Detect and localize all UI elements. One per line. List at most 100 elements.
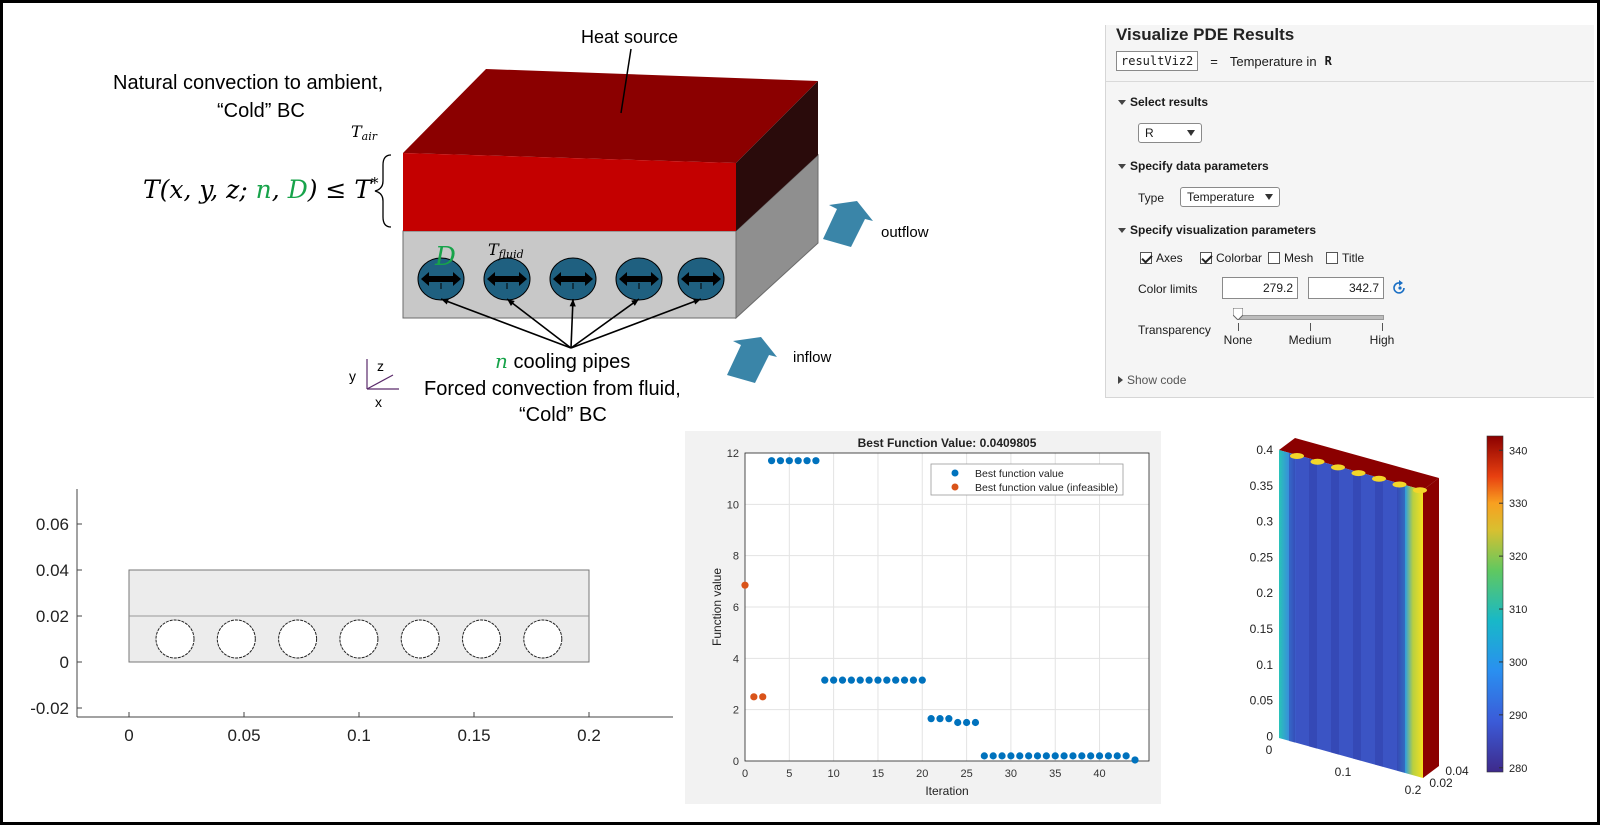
y-tick-label: 0.4 (1256, 443, 1273, 457)
legend-box (930, 463, 1124, 496)
pipe-hotspot (1351, 470, 1366, 477)
y-tick-label: -0.02 (30, 699, 69, 718)
best-function-value-chart: 0 5 10 15 20 25 30 35 40 0 2 4 6 8 10 12 Best Function … (685, 431, 1161, 804)
feasible-point (865, 676, 873, 684)
feasible-point (945, 715, 953, 723)
pipe-hotspots (1290, 453, 1427, 494)
axes-checkbox[interactable]: Axes (1140, 251, 1183, 265)
feasible-point (1016, 752, 1024, 760)
type-dropdown[interactable]: Temperature (1180, 187, 1280, 207)
axis-z-line (366, 374, 394, 390)
feasible-point (1095, 752, 1104, 760)
pipe-hotspot (1331, 464, 1345, 471)
results-dropdown[interactable]: R (1138, 123, 1202, 143)
block-side-face (1423, 478, 1439, 778)
outflow-label: outflow (881, 224, 929, 241)
collapse-icon (1118, 163, 1126, 169)
colorbar-tick-labels: 340 330 320 310 300 290 280 (1499, 445, 1527, 775)
x-tick-label: 40 (1093, 768, 1105, 780)
feasible-point (918, 676, 926, 684)
pointer-arrowhead (507, 299, 515, 306)
heat-sink-diagram: Heat source Natural convection to ambien… (113, 27, 929, 426)
feasible-point (909, 676, 918, 684)
infeasible-point (741, 581, 749, 589)
feasible-point (980, 752, 988, 760)
y-tick-label: 0.02 (36, 607, 69, 626)
color-max-input[interactable]: 342.7 (1308, 277, 1384, 299)
pipe-pointer (570, 298, 640, 349)
color-limits-label: Color limits (1138, 282, 1198, 296)
pipe-cross-section (523, 619, 563, 659)
base-side-face (735, 153, 819, 320)
feasible-point (1104, 752, 1113, 760)
panel-separator (1106, 81, 1594, 82)
feasible-point (1033, 752, 1042, 760)
heat-source-top-face (403, 69, 818, 163)
collapse-icon (1118, 99, 1126, 105)
pipe-pointer (440, 298, 572, 349)
pipe-cross-section (155, 619, 195, 659)
pipe-cross-section (339, 619, 379, 659)
x-tick-label: 35 (1049, 768, 1061, 780)
heat-source-pointer (620, 48, 632, 114)
y-tick-label: 0.25 (1250, 550, 1274, 564)
mesh-checkbox[interactable]: Mesh (1268, 251, 1313, 265)
chart-title: Best Function Value: 0.0409805 (858, 436, 1037, 450)
feasible-point (812, 457, 820, 465)
title-checkbox[interactable]: Title (1326, 251, 1364, 265)
y-tick-label: 10 (727, 499, 739, 511)
output-assignment: resultViz2 = Temperature in R (1116, 51, 1332, 71)
section-select-results[interactable]: Select results (1118, 95, 1208, 109)
pipe-pointer-lines (440, 298, 702, 349)
pipe-hotspot (1392, 481, 1407, 488)
transparency-slider-track[interactable] (1238, 315, 1384, 320)
3d-tick-labels: 0.4 0.35 0.3 0.25 0.2 0.15 0.1 0.05 00 0.1 0.2 0.02… (1250, 443, 1469, 797)
pipe-hotspot (1413, 487, 1427, 494)
feasible-point (1113, 752, 1121, 760)
x-tick-label: 0.15 (457, 726, 490, 745)
feasible-point (767, 457, 776, 465)
output-variable-input[interactable]: resultViz2 (1116, 51, 1199, 71)
temperature-3d-plot: 0.4 0.35 0.3 0.25 0.2 0.15 0.1 0.05 00 0.1 0.2 0.02… (1250, 435, 1527, 797)
section-visualization-parameters[interactable]: Specify visualization parameters (1118, 223, 1316, 237)
x-tick-label: 10 (828, 768, 840, 780)
show-code-toggle[interactable]: Show code (1118, 373, 1186, 387)
infeasible-point (750, 693, 758, 701)
color-min-input[interactable]: 279.2 (1222, 277, 1298, 299)
pipe-hotspot (1310, 458, 1325, 465)
y-tick-label: 0 (1266, 729, 1273, 743)
feasible-point (1051, 752, 1059, 760)
block-front-stripes (1289, 453, 1413, 775)
feasible-point (821, 676, 829, 684)
z-tick-label: 0.04 (1445, 764, 1469, 778)
infeasible-point (759, 693, 767, 701)
t-fluid-label: Tfluid (488, 240, 524, 261)
reset-limits-icon[interactable] (1392, 280, 1408, 296)
slider-tick (1238, 323, 1239, 331)
x-tick-label: 5 (786, 768, 792, 780)
y-tick-label: 0.04 (36, 561, 69, 580)
feasible-point (874, 676, 882, 684)
legend-marker-infeasible (951, 483, 959, 491)
transparency-slider-thumb[interactable] (1233, 308, 1243, 320)
expand-icon (1118, 376, 1123, 384)
z-tick-label: 0.02 (1429, 776, 1453, 790)
diameter-arrow-icon (681, 272, 721, 286)
pointer-arrowhead (441, 298, 449, 305)
section-data-parameters[interactable]: Specify data parameters (1118, 159, 1269, 173)
x-tick-label: 0.1 (1335, 765, 1352, 779)
diameter-arrow-icon (487, 272, 527, 286)
dropdown-arrow-icon (1187, 130, 1195, 136)
checkbox-box (1326, 252, 1338, 264)
slider-tick-label-high: High (1369, 333, 1395, 347)
x-axis-label: Iteration (925, 784, 968, 798)
checkbox-box (1200, 252, 1212, 264)
colorbar-checkbox[interactable]: Colorbar (1200, 251, 1262, 265)
diameter-arrow-icon (553, 272, 593, 286)
inflow-label: inflow (793, 349, 832, 366)
heat-source-side-face (736, 81, 818, 231)
forced-convection-line2: “Cold” BC (519, 404, 607, 426)
y-tick-label: 0.1 (1256, 658, 1273, 672)
diameter-arrow-icon (619, 272, 659, 286)
outflow-arrow (823, 201, 873, 247)
